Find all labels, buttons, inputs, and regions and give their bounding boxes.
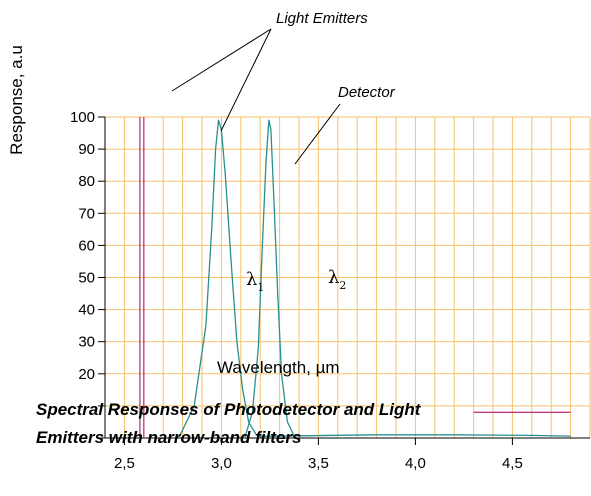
series-line-2 (244, 119, 296, 439)
x-axis-label: Wavelength, µm (217, 358, 340, 377)
x-tick-label: 4,0 (405, 455, 426, 472)
series-line-1 (178, 119, 265, 439)
chart-title-line-2: Emitters with narrow-band filters (36, 428, 301, 447)
x-tick-label: 3,0 (211, 455, 232, 472)
lambda-2-subscript: 2 (339, 279, 346, 292)
grid (105, 116, 591, 438)
leader-light-emitters-right (220, 28, 272, 132)
lambda-1-label: λ1 (246, 269, 264, 294)
y-tick-label: 60 (78, 237, 95, 254)
tick-labels: 20 30 40 50 60 70 80 90 100 2,5 3,0 3,5 4,0 4,5 (70, 109, 523, 472)
lambda-1-subscript: 1 (257, 281, 264, 294)
y-tick-label: 70 (78, 205, 95, 222)
y-tick-label: 100 (70, 109, 95, 126)
y-tick-label: 20 (78, 366, 95, 383)
leader-detector (294, 103, 341, 165)
y-tick-label: 40 (78, 302, 95, 319)
x-tick-label: 4,5 (502, 455, 523, 472)
y-axis-label: Response, a.u (7, 45, 26, 155)
y-tick-label: 80 (78, 173, 95, 190)
annotation-detector: Detector (338, 84, 396, 101)
y-tick-label: 50 (78, 270, 95, 287)
annotation-light-emitters: Light Emitters (276, 10, 368, 27)
chart-title-line-1: Spectral Responses of Photodetector and … (36, 400, 422, 419)
lambda-2-label: λ2 (328, 267, 346, 292)
axes (98, 116, 590, 445)
x-tick-label: 3,5 (308, 455, 329, 472)
series-line-3 (260, 434, 571, 438)
x-tick-label: 2,5 (114, 455, 135, 472)
series (139, 117, 571, 439)
leader-light-emitters-left (171, 28, 272, 92)
y-tick-label: 90 (78, 141, 95, 158)
y-tick-label: 30 (78, 334, 95, 351)
